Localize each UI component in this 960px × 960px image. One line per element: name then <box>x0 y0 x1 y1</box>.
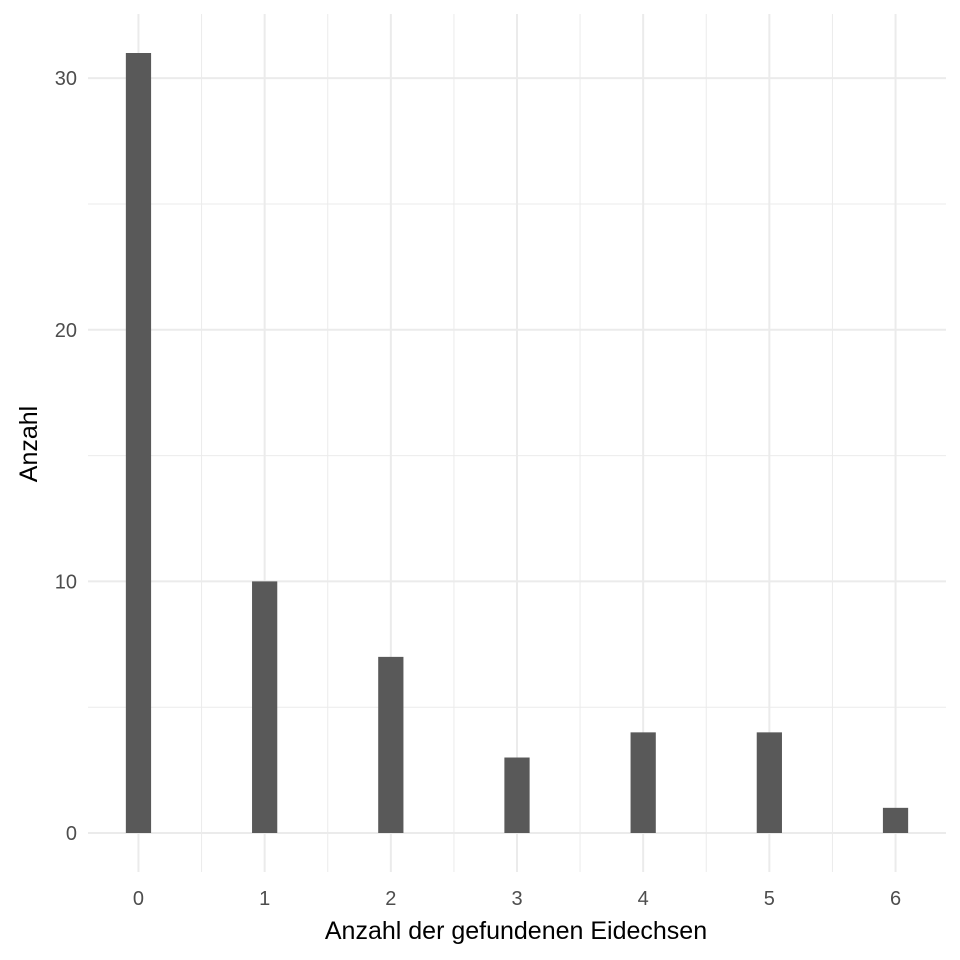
x-axis-title: Anzahl der gefundenen Eidechsen <box>325 917 707 945</box>
x-tick-label: 1 <box>259 888 270 910</box>
bar-5 <box>756 732 782 833</box>
y-tick-label: 0 <box>66 823 77 845</box>
y-tick-labels: 0 10 20 30 <box>55 68 77 845</box>
bar-0 <box>125 53 152 833</box>
x-tick-label: 3 <box>511 888 522 910</box>
x-tick-label: 5 <box>764 888 775 910</box>
y-axis-title: Anzahl <box>15 406 43 482</box>
grid-lines <box>88 14 946 872</box>
x-tick-label: 2 <box>385 888 396 910</box>
bar-2 <box>378 656 404 833</box>
bars <box>125 53 909 833</box>
y-tick-label: 30 <box>55 68 77 90</box>
bar-1 <box>252 581 278 833</box>
x-tick-label: 6 <box>890 888 901 910</box>
y-tick-label: 10 <box>55 571 77 593</box>
x-tick-label: 4 <box>638 888 649 910</box>
bar-3 <box>504 757 530 833</box>
bar-6 <box>882 807 909 833</box>
bar-4 <box>630 732 656 833</box>
y-tick-label: 20 <box>55 320 77 342</box>
x-tick-label: 0 <box>133 888 144 910</box>
x-tick-labels: 0 1 2 3 4 5 6 <box>133 888 901 910</box>
